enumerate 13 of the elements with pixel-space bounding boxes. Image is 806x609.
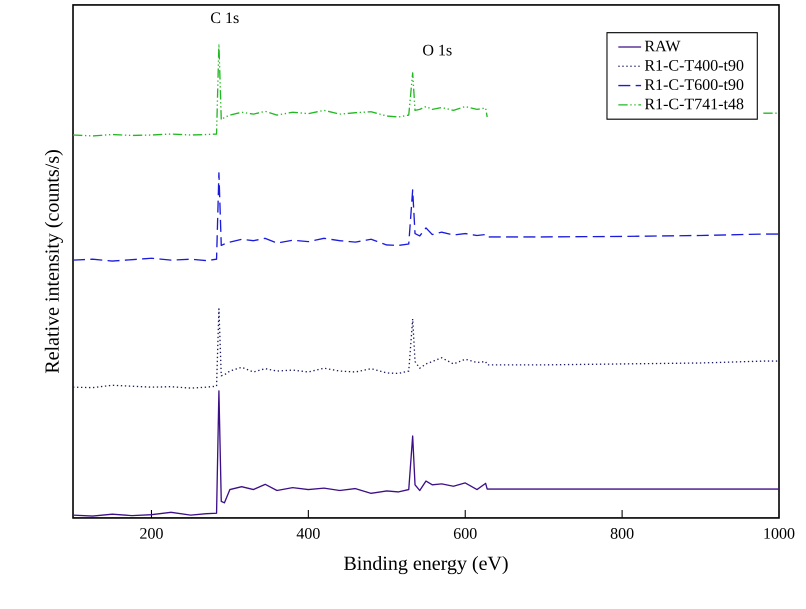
x-tick-label: 200 bbox=[140, 528, 163, 539]
legend-label: R1-C-T600-t90 bbox=[644, 79, 744, 90]
x-tick-label: 1000 bbox=[764, 528, 794, 539]
legend-label: R1-C-T741-t48 bbox=[644, 98, 744, 110]
text: C 1s bbox=[210, 12, 239, 24]
legend-label: RAW bbox=[644, 40, 680, 52]
annotation: O 1s bbox=[423, 44, 452, 56]
legend-label: R1-C-T400-t90 bbox=[644, 60, 744, 71]
x-tick-label: 600 bbox=[454, 528, 477, 539]
x-tick-label: 400 bbox=[296, 528, 320, 539]
x-tick-label: 800 bbox=[610, 528, 634, 539]
y-axis-title: Relative intensity (counts/s) bbox=[44, 150, 63, 374]
x-axis-title: Binding energy (eV) bbox=[344, 556, 508, 574]
